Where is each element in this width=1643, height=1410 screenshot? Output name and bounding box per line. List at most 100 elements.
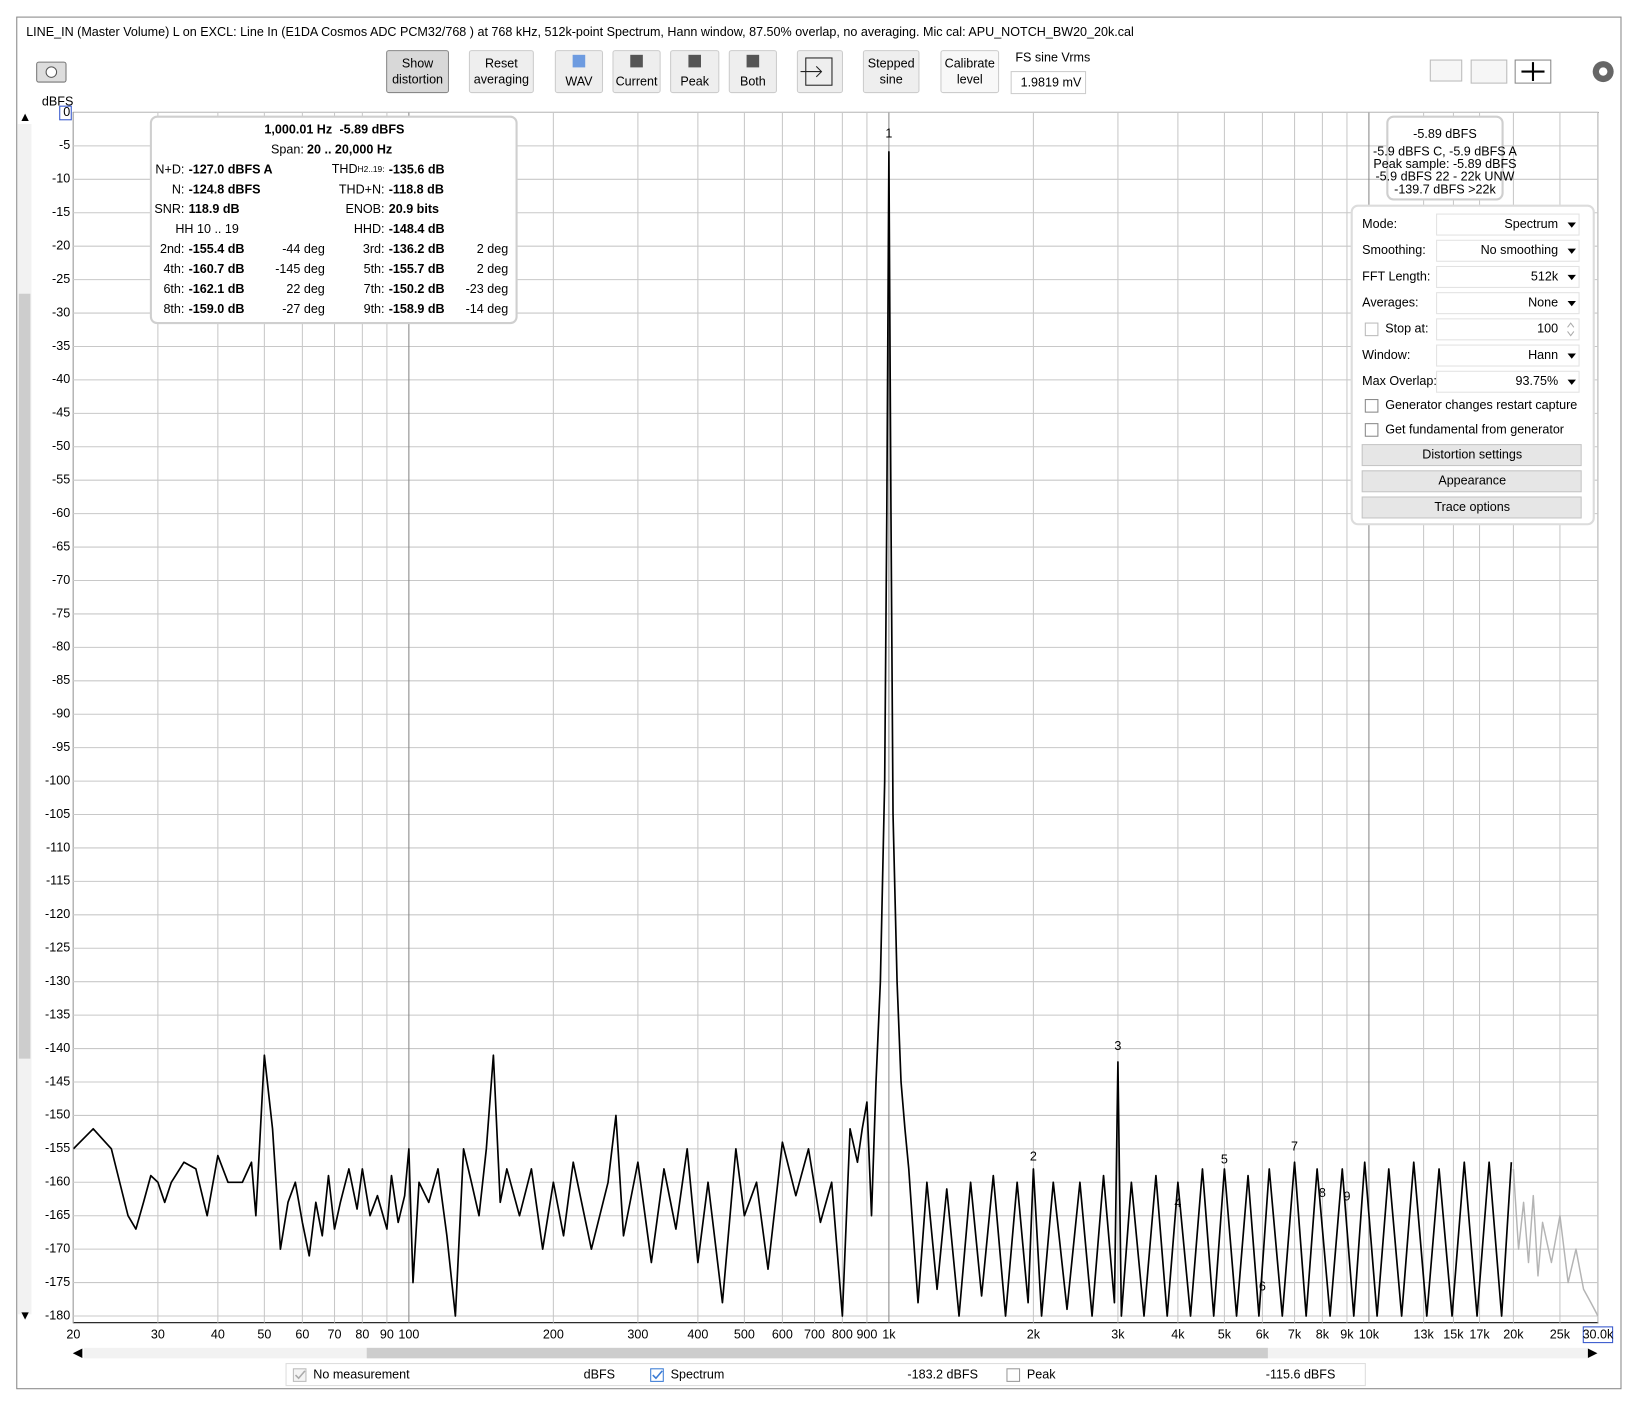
number-field[interactable] xyxy=(1436,318,1580,341)
y-tick-label: -35 xyxy=(52,339,70,353)
info-label: HHD: xyxy=(354,222,385,236)
harmonic-marker: 7 xyxy=(1291,1139,1298,1153)
setting-value: None xyxy=(1528,295,1558,309)
dropdown-arrow xyxy=(1567,222,1576,228)
info-phase: -145 deg xyxy=(275,262,325,276)
info-span-label: Span: xyxy=(271,143,304,157)
toolbar-button[interactable] xyxy=(728,50,777,94)
button-label: Stepped xyxy=(868,57,915,71)
x-tick-label: 8k xyxy=(1316,1328,1330,1342)
y-tick-label: -80 xyxy=(52,640,70,654)
x-tick-label: 13k xyxy=(1413,1328,1434,1342)
toolbar-button[interactable] xyxy=(554,50,604,94)
info-phase: 2 deg xyxy=(477,262,508,276)
y-tick-label: -5 xyxy=(59,138,70,152)
button-label: Peak xyxy=(680,74,709,88)
harmonic-marker: 3 xyxy=(1114,1039,1121,1053)
toolbar-button[interactable] xyxy=(670,50,720,94)
info-value: -159.0 dB xyxy=(189,302,245,316)
level-value: -5.89 dBFS xyxy=(1413,127,1477,141)
y-tick-label: -105 xyxy=(45,807,70,821)
button-icon xyxy=(688,54,701,68)
camera-button[interactable] xyxy=(36,61,67,83)
button-icon xyxy=(746,54,760,68)
checkbox[interactable] xyxy=(1364,399,1379,413)
dropdown[interactable] xyxy=(1436,344,1580,367)
y-tick-label: -60 xyxy=(52,506,70,520)
setting-label: Mode: xyxy=(1362,217,1397,231)
info-value: -135.6 dB xyxy=(389,162,445,176)
button-label: Show xyxy=(402,57,434,71)
dropdown[interactable] xyxy=(1436,370,1580,393)
y-tick-label: -180 xyxy=(45,1308,70,1322)
y-tick-label: -130 xyxy=(45,974,70,988)
harmonic-marker: 1 xyxy=(885,126,892,140)
x-tick-label: 20k xyxy=(1503,1328,1524,1342)
y-tick-label: -120 xyxy=(45,907,70,921)
toolbar-button[interactable] xyxy=(612,50,661,94)
dropdown-arrow xyxy=(1567,248,1576,254)
settings-gear[interactable] xyxy=(1592,61,1614,83)
info-label: 5th: xyxy=(364,262,385,276)
level-detail: -5.9 dBFS C, -5.9 dBFS A xyxy=(1373,145,1517,159)
info-label: 4th: xyxy=(163,262,184,276)
y-tick-label: -100 xyxy=(45,773,70,787)
info-label: THDH2..19: xyxy=(332,162,385,176)
x-max-box[interactable] xyxy=(1582,1326,1614,1344)
settings-button[interactable] xyxy=(1361,496,1582,519)
legend-value: -115.6 dBFS xyxy=(1266,1367,1336,1381)
button-label: sine xyxy=(880,72,903,86)
left-scrollbar[interactable]: ▲▼ xyxy=(17,110,32,1323)
dropdown[interactable] xyxy=(1436,265,1580,288)
info-value: -158.9 dB xyxy=(389,302,445,316)
x-tick-label: 3k xyxy=(1111,1328,1125,1342)
setting-value: 512k xyxy=(1531,269,1559,283)
y-tick-label: -140 xyxy=(45,1041,70,1055)
info-value: 118.9 dB xyxy=(189,202,240,216)
dropdown[interactable] xyxy=(1436,213,1580,236)
bottom-scrollbar[interactable]: ◀ ▶ xyxy=(73,1345,1598,1359)
harmonic-marker: 4 xyxy=(1174,1196,1181,1210)
setting-label: FFT Length: xyxy=(1362,269,1430,283)
info-phase: 22 deg xyxy=(286,282,324,296)
fs-input[interactable] xyxy=(1010,71,1087,95)
legend-label: No measurement xyxy=(313,1367,410,1381)
y-max-box[interactable] xyxy=(59,105,72,121)
checkbox[interactable] xyxy=(1364,322,1379,337)
y-tick-label: -75 xyxy=(52,606,70,620)
toolbar-button[interactable] xyxy=(940,50,1000,94)
setting-label: Averages: xyxy=(1362,295,1418,309)
info-label: HH 10 .. 19 xyxy=(175,222,239,236)
info-value: -127.0 dBFS A xyxy=(189,162,273,176)
x-tick-label: 900 xyxy=(856,1328,877,1342)
settings-button[interactable] xyxy=(1361,444,1582,467)
x-tick-label: 2k xyxy=(1027,1328,1041,1342)
harmonic-marker: 8 xyxy=(1319,1186,1326,1200)
button-label: Both xyxy=(740,74,766,88)
y-tick-label: -10 xyxy=(52,172,70,186)
settings-button[interactable] xyxy=(1361,470,1582,493)
view-icons[interactable] xyxy=(1429,59,1552,84)
checkbox-label: Get fundamental from generator xyxy=(1385,422,1564,436)
dropdown[interactable] xyxy=(1436,239,1580,262)
info-label: N+D: xyxy=(155,162,184,176)
window-title: LINE_IN (Master Volume) L on EXCL: Line … xyxy=(26,25,1134,39)
y-tick-label: -125 xyxy=(45,941,70,955)
export-button[interactable] xyxy=(796,50,843,94)
toolbar-button[interactable] xyxy=(862,50,920,94)
dropdown[interactable] xyxy=(1436,292,1580,315)
y-tick-label: -110 xyxy=(46,840,70,854)
x-tick-label: 200 xyxy=(543,1328,564,1342)
y-tick-label: 0 xyxy=(63,105,70,119)
x-tick-label: 800 xyxy=(832,1328,853,1342)
svg-text:▶: ▶ xyxy=(1588,1345,1598,1359)
checkbox[interactable] xyxy=(292,1368,307,1382)
checkbox[interactable] xyxy=(1006,1368,1021,1382)
y-tick-label: -30 xyxy=(52,305,70,319)
toolbar-button[interactable] xyxy=(468,50,534,94)
dropdown-arrow xyxy=(1567,301,1576,307)
info-value: -155.7 dB xyxy=(389,262,445,276)
checkbox[interactable] xyxy=(1364,423,1379,437)
toolbar-button[interactable] xyxy=(386,50,449,94)
checkbox[interactable] xyxy=(650,1368,664,1382)
